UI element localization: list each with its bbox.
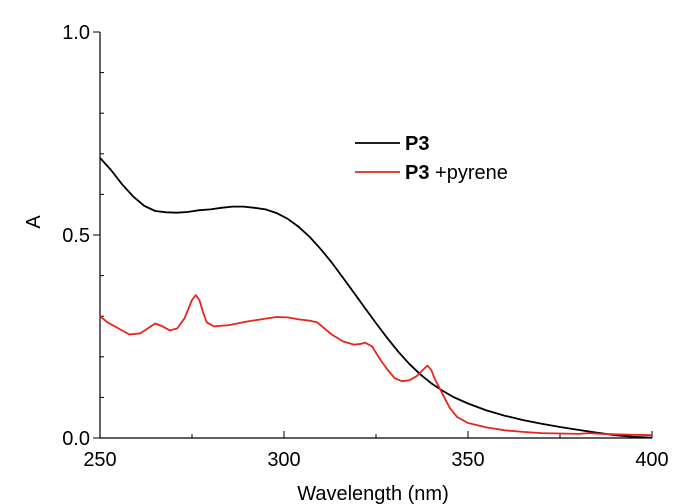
series-line-2 <box>99 294 653 437</box>
x-tick-label: 250 <box>83 449 116 471</box>
series-line-1 <box>99 157 653 439</box>
legend-label: P3 +pyrene <box>405 162 508 184</box>
legend-label: P3 <box>405 133 429 155</box>
x-axis-title: Wavelength (nm) <box>297 483 449 504</box>
y-tick-label: 0.5 <box>62 225 90 247</box>
y-tick-label: 1.0 <box>62 22 90 44</box>
x-tick-label: 300 <box>267 449 300 471</box>
series-lines <box>99 157 653 439</box>
x-tick-label: 350 <box>451 449 484 471</box>
x-tick-label: 400 <box>635 449 668 471</box>
y-axis-title: A <box>23 215 45 229</box>
axes: 250 300 350 400 0.0 0.5 1.0 <box>62 22 669 471</box>
legend: P3 P3 +pyrene <box>355 133 508 184</box>
y-tick-label: 0.0 <box>62 428 90 450</box>
